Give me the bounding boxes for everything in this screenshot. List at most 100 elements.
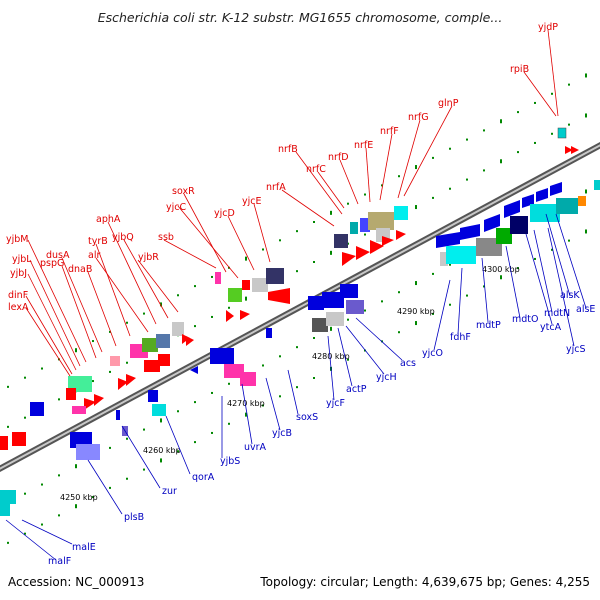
chart-title: Escherichia coli str. K-12 substr. MG165… [97,10,503,25]
gene-label: rpiB [510,64,529,75]
track-tick [143,468,145,471]
track-tick [24,492,26,495]
gene-label: yjbJ [10,268,27,279]
track-tick [517,111,519,114]
genome-summary-text: Topology: circular; Length: 4,639,675 bp… [260,575,590,589]
track-tick [143,312,145,315]
accession-text: Accession: NC_000913 [8,575,145,589]
gene-label: yjcS [566,344,586,355]
track-tick [449,147,451,150]
track-tick [313,336,315,339]
track-tick [262,248,264,251]
track-tick [177,450,179,453]
kbp-label: 4270 kbp [227,399,265,408]
upper-gene-labels: yjdP rpiB glnP nrfG nrfF nrfE nrfD nrfC … [6,22,558,313]
track-tick [245,296,247,301]
gene-label: zur [162,486,177,497]
gene-label: plsB [124,512,144,523]
track-tick [500,159,502,164]
track-tick [500,119,502,124]
track-tick [228,422,230,425]
track-tick [551,92,553,95]
gene-label: qorA [192,472,215,483]
gene-label: yjbR [138,252,159,263]
track-tick [432,272,434,275]
gene-label: ssb [158,232,174,243]
gene-label: aphA [96,214,121,225]
track-tick [211,275,213,278]
gene-label: yjbM [6,234,29,245]
gene-label: soxS [296,412,318,423]
track-tick [177,294,179,297]
track-tick [7,385,9,388]
track-tick [330,326,332,331]
track-tick [75,504,77,509]
gene-label: alsK [560,290,580,301]
track-tick [211,431,213,434]
track-tick [24,416,26,419]
track-tick [517,151,519,154]
track-tick [534,141,536,144]
gene-label: nrfE [354,140,373,151]
track-tick [92,380,94,383]
track-tick [585,189,587,194]
track-tick [466,178,468,181]
gene-label: yjdP [538,22,558,33]
track-tick [313,260,315,263]
gene-label: yjbS [220,456,240,467]
track-tick [415,321,417,326]
gene-label: actP [346,384,367,395]
track-tick [347,358,349,361]
track-tick [245,256,247,261]
track-tick [551,132,553,135]
track-tick [313,220,315,223]
track-tick [483,169,485,172]
track-tick [381,184,383,187]
track-tick [296,346,298,349]
gene-label: yjcC [166,202,186,213]
gene-label: mdtN [544,308,570,319]
gene-label: nrfF [380,126,399,137]
track-tick [177,410,179,413]
track-tick [432,196,434,199]
gene-label: fdhF [450,332,471,343]
gene-label: tyrB [88,236,108,247]
gene-label: lexA [8,302,29,313]
gene-label: dinF [8,290,28,301]
track-tick [58,474,60,477]
track-tick [551,248,553,251]
track-tick [415,205,417,210]
track-tick [24,376,26,379]
track-tick [432,312,434,315]
gene-label: yjcD [214,208,235,219]
gene-label: yjbQ [112,232,134,243]
gene-label: mdtO [512,314,539,325]
track-tick [109,370,111,373]
track-tick [279,395,281,398]
gene-glyphs [0,127,600,516]
track-tick [347,318,349,321]
gene-label: nrfG [408,112,429,123]
kbp-label: 4300 kbp [482,265,520,274]
track-tick [279,355,281,358]
gene-label: ytcA [540,322,562,333]
kbp-label: 4250 kbp [60,493,98,502]
gene-label: nrfD [328,152,349,163]
track-tick [211,391,213,394]
track-tick [58,514,60,517]
gene-label: acs [400,358,416,369]
track-tick [364,233,366,236]
lower-gene-labels: alsK alsE yjcS mdtN ytcA mdtO mdtP fdhF … [48,290,595,567]
track-tick [194,401,196,404]
track-tick [143,428,145,431]
track-tick [568,123,570,126]
gene-label: nrfC [306,164,326,175]
gene-label: dnaB [68,264,92,275]
track-tick [330,210,332,215]
track-tick [585,73,587,78]
gene-label: yjcF [326,398,345,409]
gene-label: alr [88,250,100,261]
track-tick [279,239,281,242]
track-tick [296,270,298,273]
